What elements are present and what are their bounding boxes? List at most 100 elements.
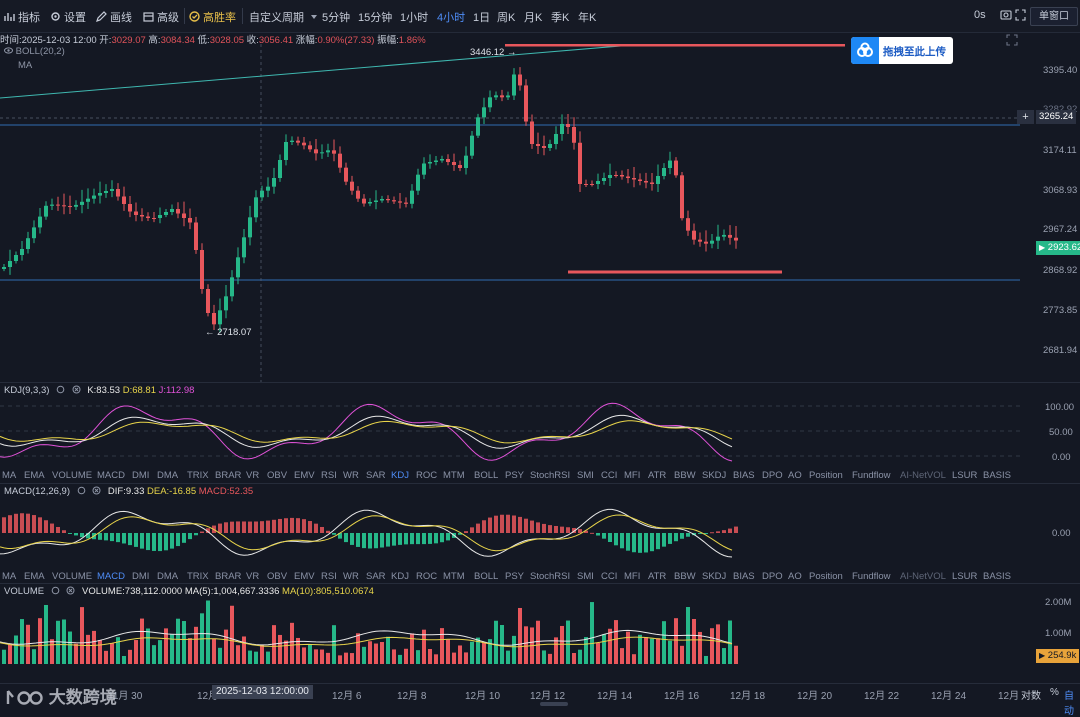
period-month[interactable]: 月K [524,12,543,24]
period-1h[interactable]: 1小时 [400,12,429,24]
indicator-tab-obv[interactable]: OBV [267,470,288,481]
indicator-tab-emv[interactable]: EMV [294,470,315,481]
add-alert-button[interactable]: + [1017,110,1034,124]
indicator-tab-roc[interactable]: ROC [416,470,438,481]
indicator-tab-wr[interactable]: WR [343,470,359,481]
indicator-tab-volume[interactable]: VOLUME [52,571,93,582]
macd-chart[interactable] [0,497,1020,567]
period-1d[interactable]: 1日 [473,12,491,24]
indicator-tab-mfi[interactable]: MFI [624,470,641,481]
fullscreen-icon[interactable] [1015,9,1026,21]
custom-period-dropdown[interactable]: 自定义周期 [249,9,318,25]
indicator-tab-brar[interactable]: BRAR [215,571,242,582]
indicator-tab-fundflow[interactable]: Fundflow [852,470,891,481]
indicator-tab-skdj[interactable]: SKDJ [702,470,727,481]
indicator-tab-lsur[interactable]: LSUR [952,470,978,481]
indicator-tab-position[interactable]: Position [809,470,843,481]
kdj-chart[interactable] [0,396,1020,466]
time-scroll-handle[interactable] [540,702,568,706]
period-week[interactable]: 周K [497,12,516,24]
indicator-tab-macd[interactable]: MACD [97,470,125,481]
indicator-tab-bbw[interactable]: BBW [674,571,696,582]
indicator-tab-ai-netvol[interactable]: AI-NetVOL [900,571,946,582]
indicator-tab-smi[interactable]: SMI [577,571,594,582]
drawing-button[interactable]: 画线 [96,9,132,25]
percent-scale-toggle[interactable]: % [1050,687,1059,698]
indicator-tab-dmi[interactable]: DMI [132,571,150,582]
indicator-tab-bbw[interactable]: BBW [674,470,696,481]
volume-chart[interactable] [0,598,1020,666]
indicator-tab-dma[interactable]: DMA [157,470,179,481]
period-year[interactable]: 年K [578,12,597,24]
indicator-tab-boll[interactable]: BOLL [474,571,499,582]
indicator-tab-ema[interactable]: EMA [24,470,45,481]
indicator-tab-ma[interactable]: MA [2,470,17,481]
indicator-tab-rsi[interactable]: RSI [321,571,337,582]
indicator-tab-mfi[interactable]: MFI [624,571,641,582]
indicator-tab-obv[interactable]: OBV [267,571,288,582]
period-15min[interactable]: 15分钟 [358,12,393,24]
close-icon[interactable] [92,486,101,495]
eye-icon[interactable] [4,46,13,55]
indicator-tab-dmi[interactable]: DMI [132,470,150,481]
auto-scale-toggle[interactable]: 自动 [1064,691,1074,717]
indicator-tab-emv[interactable]: EMV [294,571,315,582]
indicator-tab-atr[interactable]: ATR [648,571,667,582]
indicator-tab-skdj[interactable]: SKDJ [702,571,727,582]
indicator-tab-ao[interactable]: AO [788,571,802,582]
indicator-tab-smi[interactable]: SMI [577,470,594,481]
indicator-tab-mtm[interactable]: MTM [443,571,465,582]
indicator-tab-atr[interactable]: ATR [648,470,667,481]
indicator-tab-dpo[interactable]: DPO [762,470,783,481]
indicator-tab-psy[interactable]: PSY [505,571,525,582]
indicator-tab-dpo[interactable]: DPO [762,571,783,582]
indicator-tab-boll[interactable]: BOLL [474,470,499,481]
indicator-tab-cci[interactable]: CCI [601,571,618,582]
upload-dropzone[interactable]: 拖拽至此上传 [851,37,953,64]
indicator-tab-fundflow[interactable]: Fundflow [852,571,891,582]
period-4h[interactable]: 4小时 [437,12,466,24]
indicator-tab-ao[interactable]: AO [788,470,802,481]
indicator-tab-bias[interactable]: BIAS [733,571,755,582]
indicator-tab-kdj[interactable]: KDJ [391,470,409,481]
close-icon[interactable] [72,385,81,394]
indicator-tab-dma[interactable]: DMA [157,571,179,582]
indicator-tab-lsur[interactable]: LSUR [952,571,978,582]
indicator-tab-rsi[interactable]: RSI [321,470,337,481]
settings-button[interactable]: 设置 [50,9,86,25]
indicator-tab-vr[interactable]: VR [246,571,260,582]
indicator-tab-psy[interactable]: PSY [505,470,525,481]
indicator-tab-kdj[interactable]: KDJ [391,571,409,582]
advanced-button[interactable]: 高级 [143,9,179,25]
indicator-tab-ma[interactable]: MA [2,571,17,582]
indicator-tab-basis[interactable]: BASIS [983,571,1011,582]
indicators-button[interactable]: 指标 [4,9,40,25]
indicator-tab-ai-netvol[interactable]: AI-NetVOL [900,470,946,481]
candlestick-chart[interactable] [0,44,1020,382]
screenshot-icon[interactable] [1000,9,1012,21]
indicator-tab-sar[interactable]: SAR [366,470,386,481]
close-icon[interactable] [66,586,75,595]
period-5min[interactable]: 5分钟 [322,12,351,24]
indicator-tab-sar[interactable]: SAR [366,571,386,582]
indicator-tab-stochrsi[interactable]: StochRSI [530,571,571,582]
window-mode-dropdown[interactable]: 单窗口 [1030,7,1078,26]
indicator-tab-volume[interactable]: VOLUME [52,470,93,481]
indicator-tab-bias[interactable]: BIAS [733,470,755,481]
indicator-tab-roc[interactable]: ROC [416,571,438,582]
log-scale-toggle[interactable]: 对数 [1021,691,1041,702]
indicator-tab-ema[interactable]: EMA [24,571,45,582]
period-quarter[interactable]: 季K [551,12,570,24]
indicator-tab-basis[interactable]: BASIS [983,470,1011,481]
indicator-tab-trix[interactable]: TRIX [187,470,209,481]
indicator-tab-stochrsi[interactable]: StochRSI [530,470,571,481]
gear-icon[interactable] [56,385,65,394]
expand-icon[interactable] [1006,34,1018,46]
indicator-tab-wr[interactable]: WR [343,571,359,582]
indicator-tab-mtm[interactable]: MTM [443,470,465,481]
indicator-tab-macd[interactable]: MACD [97,571,125,582]
indicator-tab-trix[interactable]: TRIX [187,571,209,582]
gear-icon[interactable] [77,486,86,495]
indicator-tab-vr[interactable]: VR [246,470,260,481]
win-rate-button[interactable]: 高胜率 [189,9,236,25]
